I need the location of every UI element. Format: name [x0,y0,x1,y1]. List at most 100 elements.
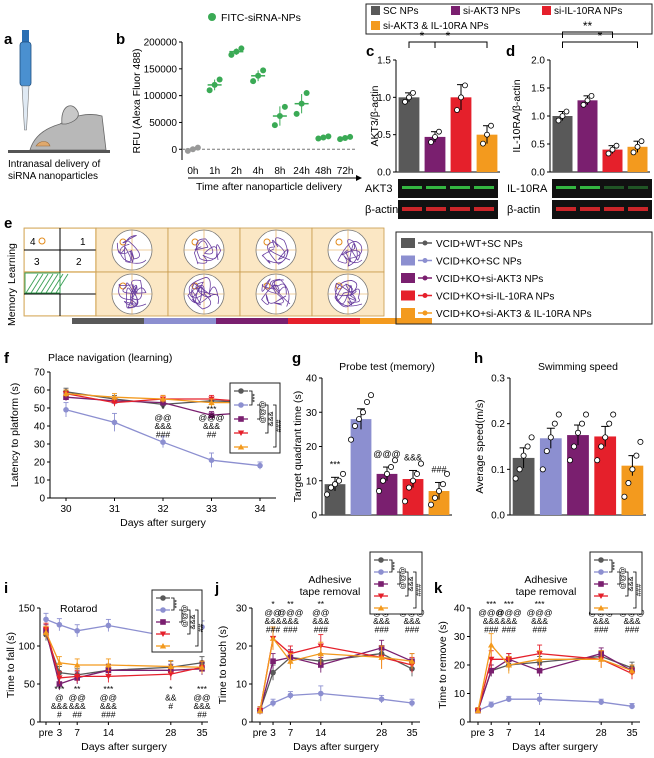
legend-top-label: SC NPs [383,6,419,17]
b-data-point [320,134,327,141]
i-significance-label: *** [197,684,208,694]
f-legend-bracket-label: &&& [266,411,275,426]
k-y-tick-label: 20 [454,661,466,672]
d-bar [577,100,598,172]
i-significance-label: # [168,701,173,711]
d-data-point [605,150,612,157]
j-marker [318,690,324,697]
c-data-point [454,107,460,113]
h-data-point [524,443,531,450]
b-data-point [315,135,322,142]
c-data-point [484,131,490,138]
i-legend-bracket [179,609,183,623]
g-significance-label: *** [330,459,341,469]
i-marker [56,675,63,681]
c-data-point [432,134,438,140]
f-legend-bracket-label: *** [250,394,259,403]
f-legend-marker [238,416,244,422]
d-y-tick-label: 0.0 [531,168,545,179]
f-legend-bracket [265,404,269,434]
blot-d-actin-image [552,200,652,219]
i-x-tick-label: 28 [165,728,177,739]
i-x-label: Days after surgery [81,741,168,753]
b-data-point [189,146,196,153]
blot-green-band [580,186,600,189]
c-data-point [410,89,416,96]
f-marker [257,462,263,469]
g-data-point [367,392,374,399]
i-legend-marker [160,619,166,625]
g-data-point [391,457,398,464]
k-marker [474,707,482,714]
c-data-point [402,98,408,105]
b-data-point [194,144,201,151]
h-bar [621,465,644,515]
j-legend-bracket [405,571,409,597]
j-legend-bracket-label: &&& [406,576,415,591]
b-data-point [293,110,300,117]
h-y-label: Average speed(m/s) [474,399,486,493]
panel-letter-e: e [4,215,12,232]
target-quadrant-hatch [55,273,69,294]
b-x-tick-label: 72h [337,166,354,177]
blot-d-il10ra-image [552,179,652,198]
h-data-point [516,466,523,473]
g-data-point [355,416,362,423]
j-x-tick-label: 3 [270,728,276,739]
legend-top: SC NPs si-AKT3 NPs si-IL-10RA NPs si-AKT3 &… [365,3,653,35]
legend-group-label: VCID+KO+si-AKT3 NPs [436,274,543,285]
i-significance-label: && [165,693,177,703]
j-title: Adhesive [308,574,351,586]
j-series-line [259,647,413,711]
h-data-point [528,434,535,441]
f-y-tick-label: 70 [34,368,46,379]
k-significance-label: &&& [623,616,640,626]
legend-group-swatch [401,308,415,318]
j-y-tick-label: 0 [241,718,247,729]
j-legend-bracket [389,559,393,573]
k-marker [536,656,543,662]
f-y-tick-label: 20 [34,458,46,469]
g-bar [350,419,372,515]
row-label-memory: Memory [6,287,18,326]
h-data-point [571,443,578,450]
legend-group-marker [422,293,428,298]
h-y-tick-label: 0.0 [491,511,505,522]
k-marker [598,656,605,662]
swim-track [194,238,222,265]
k-marker [536,696,543,702]
target-quadrant-hatch [50,273,64,294]
d-data-point [559,113,566,119]
h-data-point [625,480,632,487]
d-data-point [584,97,591,104]
c-bar [424,136,446,172]
j-legend-marker [377,605,385,611]
swim-track [261,237,291,265]
j-y-label: Time to touch (s) [217,626,229,704]
d-data-point [630,149,637,156]
b-data-point [228,51,235,58]
b-data-point [303,89,310,96]
swim-track [337,239,363,267]
f-significance-label: *** [207,404,218,414]
panel-letters: a b c d e f g h i j k [4,31,515,597]
k-significance-label: @@@ [478,608,504,618]
legend-group-marker [422,258,428,263]
g-bar [324,484,346,515]
g-data-point [383,470,390,477]
i-series-line [45,630,203,685]
h-bar [594,436,617,515]
blot-red-band [604,207,624,211]
g-data-point [347,436,354,443]
k-legend-marker [597,593,605,599]
mouse-paw-icon [35,141,51,147]
d-y-label: IL-10RA/β-actin [511,79,523,152]
f-y-tick-label: 50 [34,404,46,415]
g-bar [376,473,398,515]
b-y-tick-label: 200000 [144,38,178,49]
c-data-point [428,139,434,146]
blot-red-band [580,207,600,211]
blot-red-band [474,207,494,211]
k-series-line [477,643,633,711]
i-marker [43,616,49,623]
